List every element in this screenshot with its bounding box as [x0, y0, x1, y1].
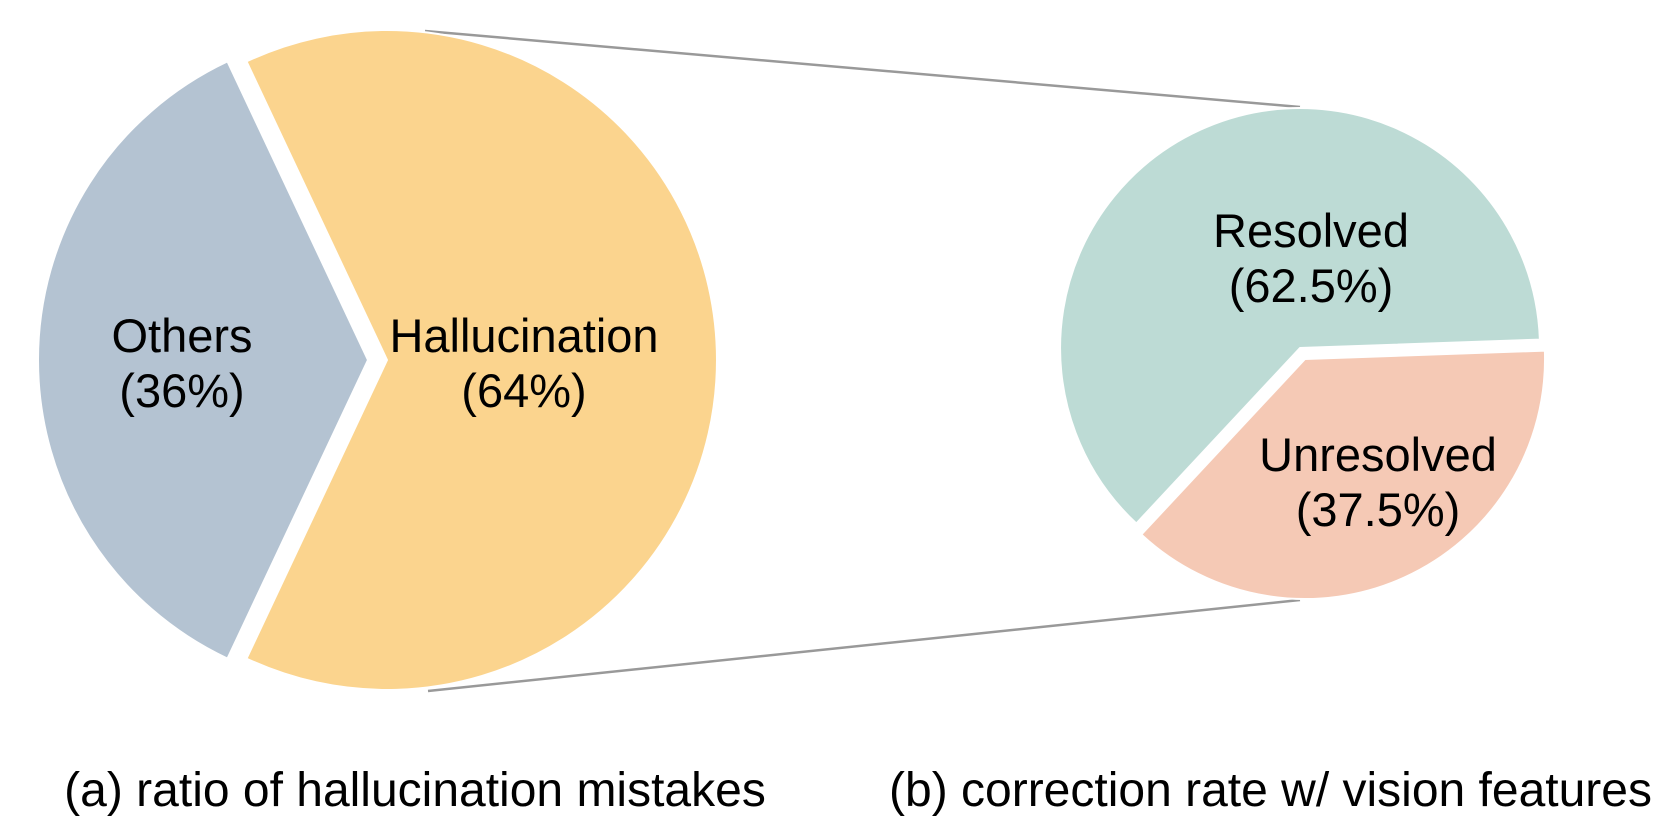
- pie-a-label-others-name: Others: [111, 309, 253, 362]
- pie-a-label-others: Others (36%): [111, 308, 252, 418]
- pie-a-label-hallucination: Hallucination (64%): [389, 308, 658, 418]
- pie-b-label-unresolved-name: Unresolved: [1259, 428, 1497, 481]
- pie-b-label-unresolved: Unresolved (37.5%): [1259, 427, 1497, 537]
- pie-b-label-resolved-pct: (62.5%): [1228, 259, 1394, 312]
- pie-a-label-hallucination-pct: (64%): [461, 364, 587, 417]
- pie-b-label-unresolved-pct: (37.5%): [1295, 483, 1461, 536]
- pie-a-label-hallucination-name: Hallucination: [389, 309, 659, 362]
- pie-a-slice-others: [36, 60, 369, 660]
- pie-a-label-others-pct: (36%): [119, 364, 245, 417]
- pie-b-slice-unresolved: [1140, 349, 1547, 601]
- caption-b: (b) correction rate w/ vision features: [889, 764, 1652, 817]
- pie-b-slice-resolved: [1059, 107, 1541, 525]
- caption-a: (a) ratio of hallucination mistakes: [64, 764, 766, 817]
- callout-line-top: [424, 29, 1301, 109]
- callout-line-bottom: [427, 598, 1301, 693]
- pie-a-slice-hallucination: [245, 29, 718, 691]
- pie-b-label-resolved: Resolved (62.5%): [1213, 203, 1409, 313]
- pie-b-label-resolved-name: Resolved: [1213, 204, 1409, 257]
